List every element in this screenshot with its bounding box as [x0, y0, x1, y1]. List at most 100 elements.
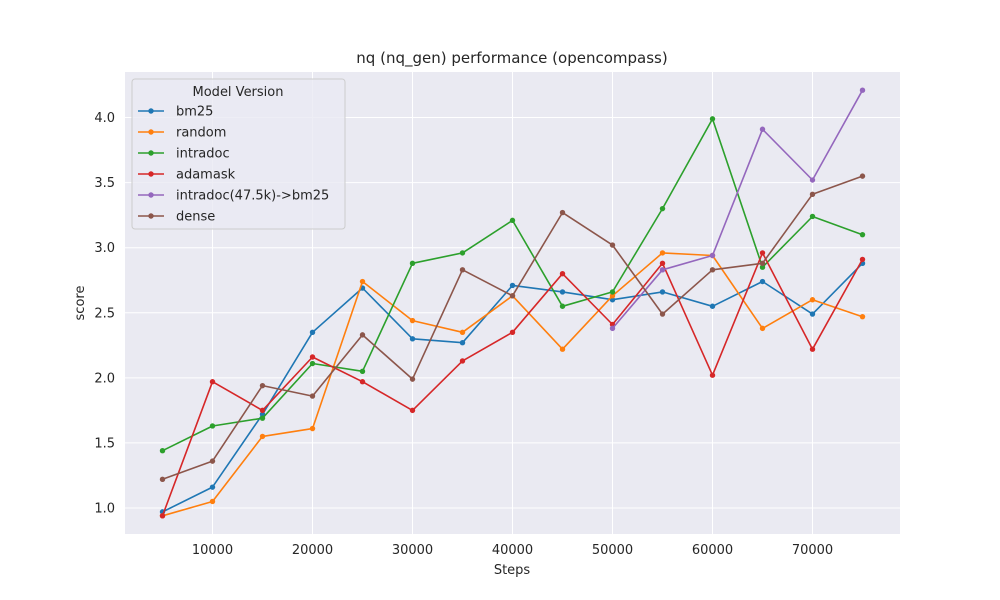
series-adamask	[159, 250, 866, 519]
data-point	[609, 293, 616, 299]
data-point	[459, 267, 466, 273]
data-point	[559, 289, 566, 295]
chart-title: nq (nq_gen) performance (opencompass)	[356, 49, 667, 68]
data-point	[259, 382, 266, 389]
data-point	[359, 379, 366, 385]
data-point	[759, 250, 766, 256]
data-point	[459, 358, 466, 364]
legend-item: intradoc(47.5k)->bm25	[138, 189, 329, 204]
legend-marker	[148, 213, 154, 219]
data-point	[259, 433, 266, 440]
data-point	[659, 250, 666, 256]
data-point	[409, 317, 416, 324]
legend-item: dense	[138, 210, 215, 225]
x-tick-label: 10000	[192, 543, 233, 558]
data-point	[209, 379, 216, 385]
data-point	[809, 311, 816, 317]
data-point	[459, 339, 466, 346]
data-point	[509, 329, 516, 335]
data-point	[409, 336, 416, 342]
data-point	[659, 311, 666, 317]
data-point	[609, 325, 616, 332]
data-point	[809, 297, 816, 303]
data-point	[309, 329, 316, 335]
series-layer	[159, 87, 866, 519]
legend-items: bm25 random intradoc adamask intradoc(47.5k)…	[138, 105, 329, 225]
data-point	[709, 116, 716, 122]
data-point	[709, 252, 716, 259]
data-point	[609, 242, 616, 248]
data-point	[859, 173, 866, 179]
data-point	[359, 278, 366, 285]
data-point	[859, 256, 866, 263]
data-point	[709, 267, 716, 273]
data-point	[409, 407, 416, 414]
data-point	[759, 264, 766, 270]
legend-item: adamask	[138, 168, 236, 183]
data-point	[709, 303, 716, 309]
x-axis-ticks: 10000 20000 30000 40000 50000 60000 70000	[192, 543, 833, 558]
legend-item: random	[138, 126, 226, 141]
data-point	[859, 313, 866, 320]
x-tick-label: 30000	[392, 543, 433, 558]
data-point	[159, 513, 166, 519]
y-axis-title: score	[73, 286, 88, 321]
data-point	[659, 289, 666, 295]
data-point	[809, 213, 816, 220]
y-tick-label: 2.5	[94, 306, 115, 321]
data-point	[659, 205, 666, 212]
data-point	[759, 126, 766, 132]
series-intradoc(47.5k)->bm25	[609, 87, 866, 332]
legend-label: intradoc(47.5k)->bm25	[176, 189, 329, 204]
x-tick-label: 20000	[292, 543, 333, 558]
legend: Model Version bm25 random intradoc adamask i…	[131, 78, 346, 230]
y-tick-label: 3.5	[94, 176, 115, 191]
data-point	[209, 458, 216, 464]
legend-item: bm25	[138, 105, 213, 120]
data-point	[809, 191, 816, 198]
data-point	[759, 278, 766, 285]
data-point	[659, 260, 666, 267]
legend-item: intradoc	[138, 147, 230, 162]
data-point	[259, 415, 266, 421]
data-point	[759, 325, 766, 332]
data-point	[559, 209, 566, 216]
y-axis-ticks: 1.0 1.5 2.0 2.5 3.0 3.5 4.0	[94, 111, 115, 516]
legend-marker	[148, 150, 154, 156]
y-tick-label: 1.0	[94, 501, 115, 516]
data-point	[359, 368, 366, 375]
data-point	[559, 346, 566, 352]
legend-marker	[148, 171, 154, 177]
legend-label: dense	[176, 210, 215, 225]
data-point	[659, 267, 666, 273]
data-point	[359, 332, 366, 338]
y-tick-label: 4.0	[94, 111, 115, 126]
data-point	[259, 407, 266, 414]
data-point	[209, 484, 216, 490]
data-point	[459, 329, 466, 335]
data-point	[309, 425, 316, 432]
data-point	[209, 423, 216, 429]
legend-box	[131, 78, 346, 230]
data-point	[309, 354, 316, 360]
legend-marker	[148, 129, 154, 135]
data-point	[559, 271, 566, 277]
legend-label: bm25	[176, 105, 213, 120]
x-tick-label: 50000	[592, 543, 633, 558]
data-point	[509, 217, 516, 224]
x-tick-label: 40000	[492, 543, 533, 558]
data-point	[309, 360, 316, 367]
y-tick-label: 2.0	[94, 371, 115, 386]
x-axis-title: Steps	[494, 563, 531, 578]
y-tick-label: 3.0	[94, 241, 115, 256]
data-point	[159, 476, 166, 483]
data-point	[309, 393, 316, 399]
data-point	[209, 498, 216, 505]
data-point	[159, 448, 166, 454]
data-point	[509, 282, 516, 289]
series-line	[611, 89, 864, 329]
data-point	[409, 260, 416, 267]
legend-marker	[148, 108, 154, 114]
data-point	[809, 346, 816, 352]
